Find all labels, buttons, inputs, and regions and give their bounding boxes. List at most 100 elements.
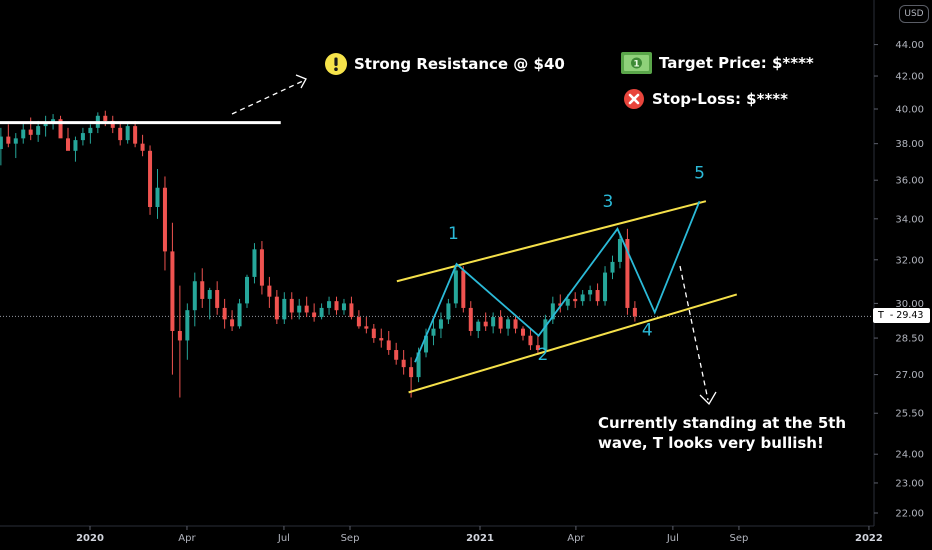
- candle-body: [88, 127, 93, 134]
- y-tick-label: 40.00: [895, 105, 924, 116]
- candle-body: [0, 136, 3, 150]
- cross-icon: [623, 88, 645, 110]
- candle-body: [259, 249, 264, 286]
- ticker-symbol: T: [878, 310, 884, 321]
- candle-body: [565, 298, 570, 306]
- candle-body: [617, 238, 622, 262]
- candle-body: [513, 319, 518, 329]
- money-icon: 1: [621, 52, 652, 74]
- candle-body: [155, 187, 160, 208]
- candle-body: [274, 296, 279, 320]
- projection-arrow: [679, 265, 709, 401]
- candle-body: [528, 335, 533, 346]
- wave-label: 5: [694, 163, 705, 183]
- candle-body: [192, 281, 197, 311]
- candle-body: [36, 126, 41, 135]
- candle-body: [73, 140, 78, 151]
- candle-body: [185, 310, 190, 341]
- candle-body: [118, 127, 123, 141]
- resistance-note: Strong Resistance @ $40: [325, 53, 565, 75]
- candle-body: [28, 129, 33, 135]
- resistance-arrow: [231, 79, 306, 115]
- candle-body: [133, 126, 138, 144]
- channel-upper-line: [396, 200, 707, 283]
- candle-body: [573, 298, 578, 302]
- y-tick-label: 44.00: [895, 40, 924, 51]
- candle-body: [125, 126, 130, 141]
- candle-body: [289, 298, 294, 313]
- candle-body: [237, 303, 242, 327]
- wave-label: 2: [537, 345, 548, 365]
- candle-body: [319, 307, 324, 318]
- elliott-wave-line: [414, 200, 701, 363]
- y-tick-label: 32.00: [895, 255, 924, 266]
- candle-body: [446, 303, 451, 320]
- target-note: 1 Target Price: $****: [621, 52, 814, 74]
- y-tick-label: 27.00: [895, 370, 924, 381]
- svg-text:1: 1: [633, 60, 639, 70]
- y-tick-label: 34.00: [895, 214, 924, 225]
- candle-body: [610, 261, 615, 273]
- candle-body: [595, 290, 600, 302]
- dash: -: [889, 310, 894, 321]
- candle-body: [588, 290, 593, 295]
- y-tick-label: 38.00: [895, 139, 924, 150]
- candle-body: [498, 317, 503, 329]
- candle-body: [371, 328, 376, 339]
- candle-body: [558, 303, 563, 306]
- projection-arrowhead: [699, 391, 717, 406]
- candle-body: [476, 321, 481, 331]
- candle-body: [222, 307, 227, 320]
- candle-body: [550, 303, 555, 320]
- candle-body: [58, 119, 63, 139]
- candle-body: [535, 345, 540, 351]
- candle-body: [438, 319, 443, 329]
- x-tick-label: Apr: [567, 533, 585, 544]
- candle-body: [215, 290, 220, 308]
- y-tick-label: 22.00: [895, 509, 924, 520]
- candle-body: [170, 251, 175, 331]
- candle-body: [580, 294, 585, 302]
- candle-body: [21, 129, 26, 139]
- candle-body: [65, 138, 70, 151]
- wave-label: 3: [602, 192, 613, 212]
- candle-body: [491, 317, 496, 327]
- candle-body: [603, 272, 608, 302]
- candle-body: [356, 317, 361, 327]
- candle-body: [177, 330, 182, 341]
- resistance-label: Strong Resistance @ $40: [354, 55, 565, 73]
- candle-body: [341, 303, 346, 311]
- candle-body: [409, 367, 414, 378]
- x-tick-label: Jul: [277, 533, 290, 544]
- candle-body: [312, 312, 317, 318]
- candle-body: [80, 133, 85, 141]
- candle-body: [453, 270, 458, 304]
- resistance-arrowhead: [295, 74, 307, 89]
- candle-body: [13, 138, 18, 144]
- candle-body: [51, 119, 56, 123]
- candle-body: [6, 136, 11, 144]
- candle-body: [245, 276, 250, 304]
- x-tick-label: 2022: [855, 533, 883, 544]
- candle-body: [349, 303, 354, 318]
- candle-body: [110, 120, 115, 128]
- candle-body: [230, 319, 235, 327]
- target-label: Target Price: $****: [659, 54, 814, 72]
- x-tick-label: Sep: [730, 533, 749, 544]
- candle-body: [252, 249, 257, 277]
- candle-body: [468, 307, 473, 331]
- candle-body: [386, 340, 391, 351]
- last-price-tag: T- 29.43: [873, 308, 930, 323]
- candle-body: [140, 143, 145, 151]
- y-tick-label: 23.00: [895, 478, 924, 489]
- candle-body: [304, 305, 309, 313]
- currency-button[interactable]: USD: [899, 5, 929, 23]
- candle-body: [297, 305, 302, 313]
- candle-body: [506, 319, 511, 329]
- y-tick-label: 24.00: [895, 450, 924, 461]
- candle-body: [461, 270, 466, 308]
- stoploss-note: Stop-Loss: $****: [623, 88, 788, 110]
- y-tick-label: 42.00: [895, 72, 924, 83]
- candle-body: [394, 350, 399, 360]
